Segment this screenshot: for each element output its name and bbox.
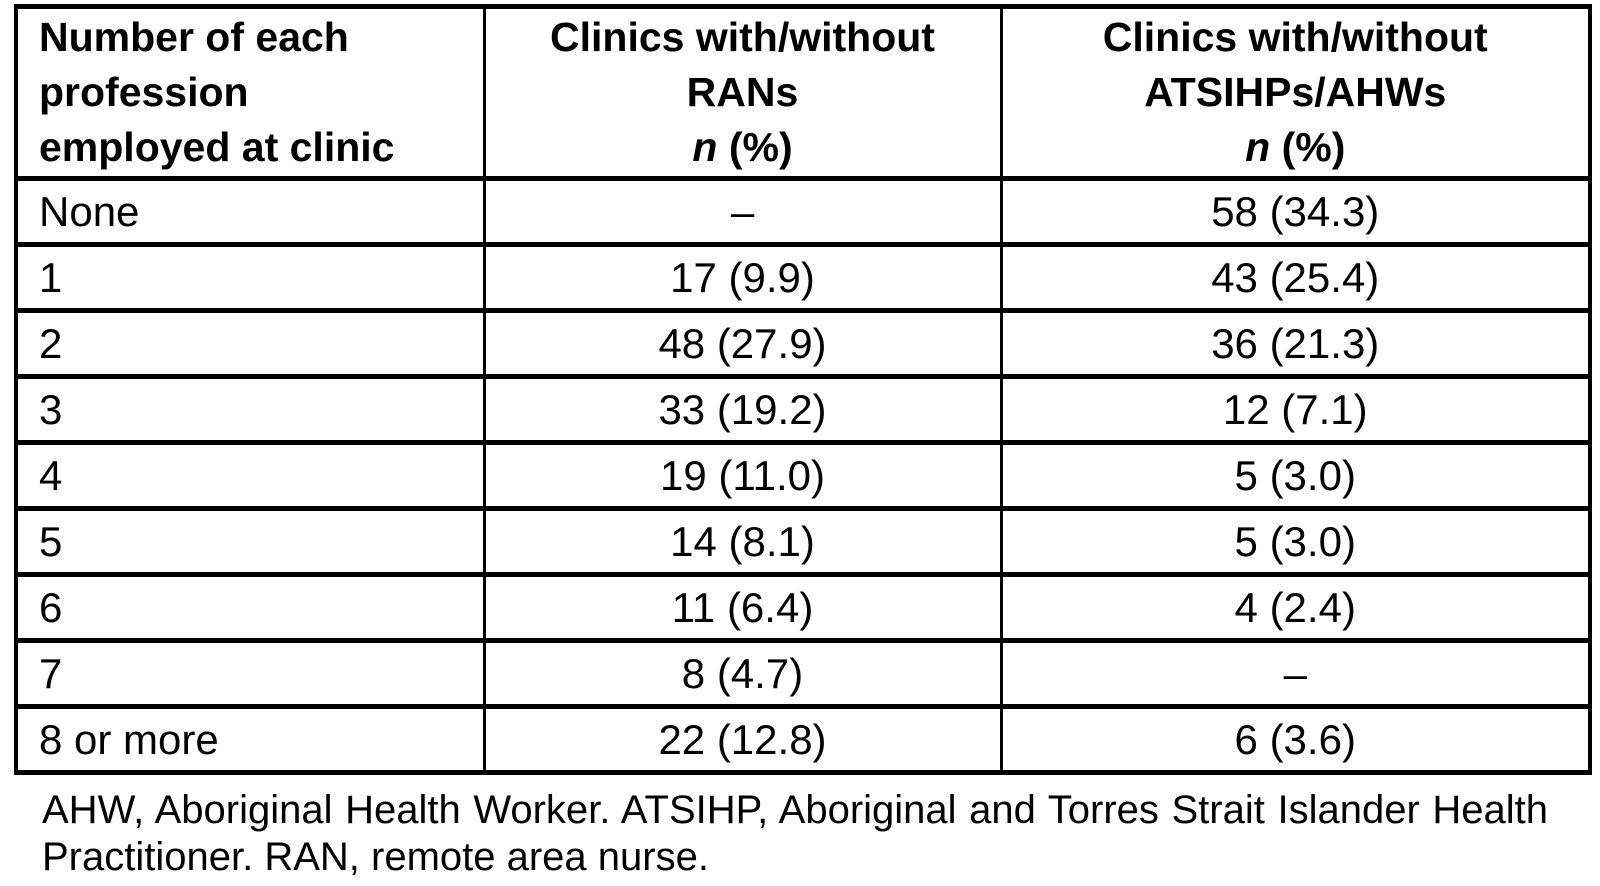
- rans-value-cell: –: [482, 176, 1003, 247]
- percent-label: (%): [717, 124, 793, 170]
- header-line: ATSIHPs/AHWs: [1144, 69, 1447, 115]
- header-cell-profession-count: Number of each profession employed at cl…: [14, 4, 486, 181]
- rans-value-cell: 33 (19.2): [482, 374, 1003, 445]
- percent-label: (%): [1270, 124, 1346, 170]
- table-row: 2 48 (27.9) 36 (21.3): [14, 308, 1592, 379]
- table-row: 8 or more 22 (12.8) 6 (3.6): [14, 704, 1592, 775]
- table-row: 6 11 (6.4) 4 (2.4): [14, 572, 1592, 643]
- rans-value-cell: 17 (9.9): [482, 242, 1003, 313]
- n-symbol: n: [692, 124, 718, 170]
- rans-value-cell: 14 (8.1): [482, 506, 1003, 577]
- header-line: profession: [39, 69, 249, 115]
- atsihps-value-cell: 36 (21.3): [999, 308, 1592, 379]
- row-label-cell: 3: [14, 374, 486, 445]
- header-row: Number of each profession employed at cl…: [14, 4, 1592, 181]
- atsihps-value-cell: –: [999, 638, 1592, 709]
- header-line: Clinics with/without: [1102, 14, 1488, 60]
- row-label-cell: 5: [14, 506, 486, 577]
- row-label-cell: 2: [14, 308, 486, 379]
- rans-value-cell: 22 (12.8): [482, 704, 1003, 775]
- header-line: RANs: [686, 69, 799, 115]
- rans-value-cell: 8 (4.7): [482, 638, 1003, 709]
- n-symbol: n: [1245, 124, 1271, 170]
- table-row: None – 58 (34.3): [14, 176, 1592, 247]
- rans-value-cell: 48 (27.9): [482, 308, 1003, 379]
- row-label-cell: None: [14, 176, 486, 247]
- atsihps-value-cell: 58 (34.3): [999, 176, 1592, 247]
- table-row: 4 19 (11.0) 5 (3.0): [14, 440, 1592, 511]
- rans-value-cell: 19 (11.0): [482, 440, 1003, 511]
- header-stat-line: n (%): [1003, 120, 1589, 175]
- rans-value-cell: 11 (6.4): [482, 572, 1003, 643]
- header-line: Clinics with/without: [550, 14, 935, 60]
- atsihps-value-cell: 6 (3.6): [999, 704, 1592, 775]
- header-stat-line: n (%): [486, 120, 1000, 175]
- row-label-cell: 4: [14, 440, 486, 511]
- header-cell-atsihps-ahws: Clinics with/without ATSIHPs/AHWs n (%): [999, 4, 1592, 181]
- atsihps-value-cell: 12 (7.1): [999, 374, 1592, 445]
- table-row: 5 14 (8.1) 5 (3.0): [14, 506, 1592, 577]
- row-label-cell: 1: [14, 242, 486, 313]
- row-label-cell: 6: [14, 572, 486, 643]
- profession-employment-table: Number of each profession employed at cl…: [14, 4, 1592, 775]
- row-label-cell: 7: [14, 638, 486, 709]
- atsihps-value-cell: 4 (2.4): [999, 572, 1592, 643]
- header-line: employed at clinic: [39, 124, 395, 170]
- row-label-cell: 8 or more: [14, 704, 486, 775]
- atsihps-value-cell: 5 (3.0): [999, 440, 1592, 511]
- table-row: 7 8 (4.7) –: [14, 638, 1592, 709]
- abbreviations-footnote: AHW, Aboriginal Health Worker. ATSIHP, A…: [42, 788, 1548, 879]
- header-line: Number of each: [39, 14, 349, 60]
- table-row: 1 17 (9.9) 43 (25.4): [14, 242, 1592, 313]
- header-cell-rans: Clinics with/without RANs n (%): [482, 4, 1003, 181]
- atsihps-value-cell: 43 (25.4): [999, 242, 1592, 313]
- table-row: 3 33 (19.2) 12 (7.1): [14, 374, 1592, 445]
- atsihps-value-cell: 5 (3.0): [999, 506, 1592, 577]
